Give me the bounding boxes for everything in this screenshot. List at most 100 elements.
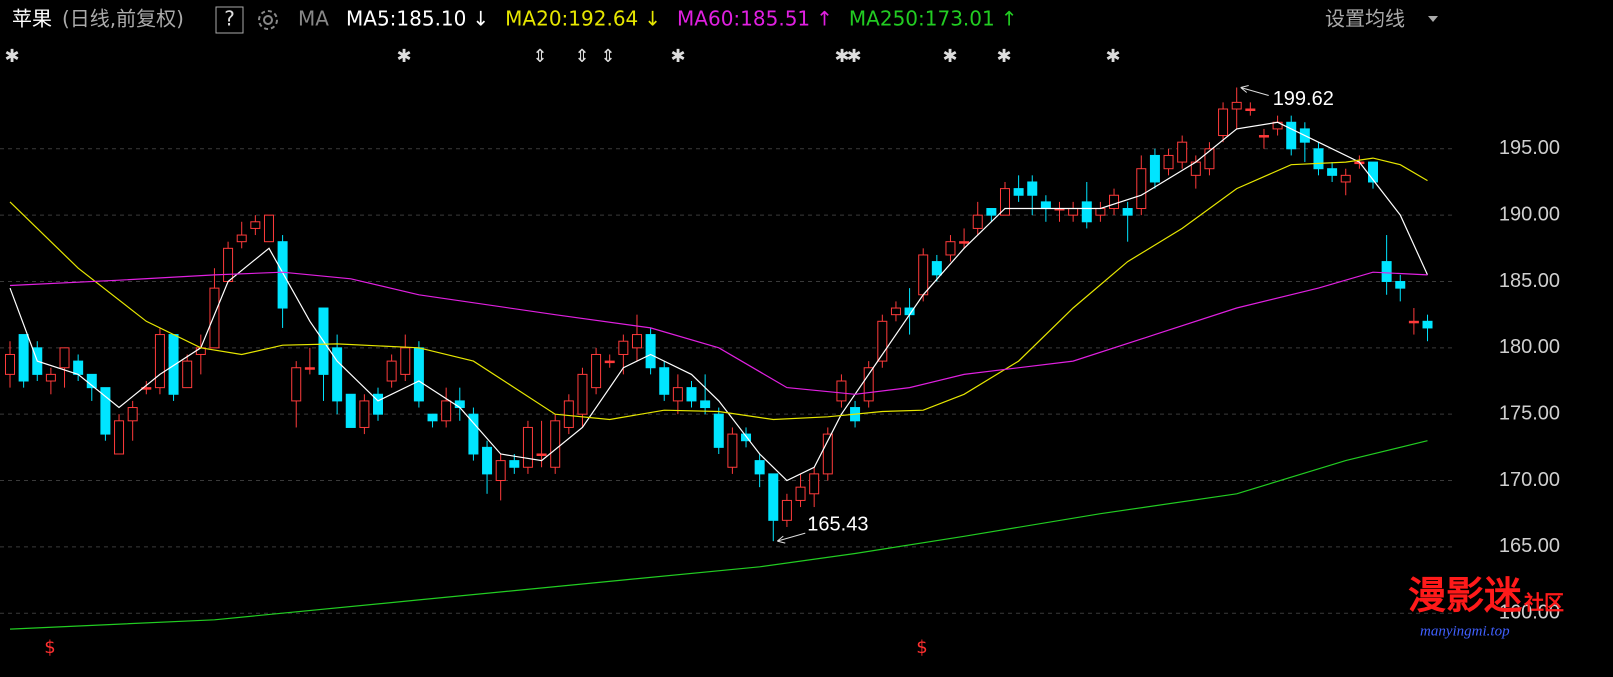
event-marker[interactable]: ✱: [834, 46, 849, 67]
plot: 160.00 165.00 170.00 175.00 180.00 185.00 190.…: [0, 85, 1560, 630]
candle-body: [59, 347, 70, 369]
candle-body: [686, 387, 697, 402]
candle-body: [18, 334, 29, 382]
candle-body: [999, 188, 1010, 216]
event-marker[interactable]: ✱: [942, 46, 957, 67]
candle-body: [114, 420, 125, 455]
candle-body: [645, 334, 656, 369]
candle-body: [890, 307, 901, 316]
watermark-small: 社区: [1523, 591, 1564, 615]
legend-entry: MA60:185.51: [677, 7, 810, 31]
candle-body: [795, 486, 806, 501]
candle-body: [672, 387, 683, 402]
candle-body: [877, 320, 888, 362]
candle-body: [1095, 208, 1106, 216]
candle-body: [263, 214, 274, 243]
candle-body: [1381, 261, 1392, 282]
watermark: 漫影迷 社区 manyingmi.top: [1408, 574, 1564, 640]
candle-body: [1368, 161, 1378, 183]
candle-body: [754, 460, 765, 475]
candle-body: [836, 380, 847, 402]
dropdown-arrow[interactable]: [1428, 16, 1438, 22]
y-tick-label: 190.00: [1499, 203, 1560, 225]
annotation-arrow: [776, 532, 806, 544]
candle-body: [563, 400, 574, 428]
high-annotation: 199.62: [1273, 88, 1334, 110]
candle-body: [727, 433, 738, 468]
candle-body: [304, 367, 315, 370]
candle-body: [345, 393, 356, 428]
candle-body: [768, 473, 779, 521]
candle-body: [550, 420, 561, 468]
candle-body: [5, 353, 15, 375]
event-marker[interactable]: ⇕: [574, 46, 589, 67]
candle-body: [291, 367, 302, 402]
ma-line: [9, 440, 1428, 630]
candle-body: [1340, 174, 1351, 183]
candle-body: [332, 347, 343, 402]
candle-body: [618, 340, 629, 355]
candle-body: [1040, 201, 1051, 210]
candle-body: [100, 387, 111, 435]
candle-body: [236, 234, 247, 243]
candle-body: [1122, 208, 1133, 216]
candle-body: [1231, 101, 1242, 110]
candle-body: [1245, 108, 1256, 111]
candle-body: [1395, 280, 1406, 289]
candle-body: [1013, 188, 1024, 196]
candle-body: [168, 334, 179, 395]
event-marker[interactable]: ✱: [846, 46, 861, 67]
y-tick-label: 180.00: [1499, 336, 1560, 358]
candle-body: [127, 407, 138, 422]
candle-body: [809, 473, 820, 495]
event-marker[interactable]: ✱: [996, 46, 1011, 67]
candle-body: [986, 208, 997, 216]
candle-body: [713, 413, 724, 448]
candle-body: [1149, 154, 1160, 183]
event-marker[interactable]: ✱: [396, 46, 411, 67]
stock-subtitle: (日线,前复权): [62, 7, 184, 31]
candle-body: [1136, 168, 1147, 210]
legend-trend: ↓: [644, 7, 661, 31]
gear-icon[interactable]: [258, 10, 278, 30]
watermark-url: manyingmi.top: [1420, 623, 1510, 639]
candle-body: [400, 347, 411, 375]
legend-entry: MA20:192.64: [505, 7, 638, 31]
dividend-marker[interactable]: $: [44, 637, 55, 658]
candle-body: [182, 360, 193, 389]
candle-body: [822, 433, 833, 475]
ma-line: [9, 271, 1428, 395]
settings[interactable]: 设置均线: [1325, 7, 1405, 31]
dividend-marker[interactable]: $: [916, 637, 927, 658]
candle-body: [781, 499, 792, 521]
event-marker[interactable]: ⇕: [532, 46, 547, 67]
candle-body: [931, 261, 942, 276]
candle-body: [373, 393, 384, 415]
candle-body: [959, 241, 970, 244]
event-marker[interactable]: ✱: [4, 46, 19, 67]
ma-line: [9, 121, 1429, 482]
candle-body: [45, 373, 56, 382]
y-tick-label: 185.00: [1499, 270, 1560, 292]
y-tick-label: 160.00: [1499, 601, 1560, 623]
help-box[interactable]: [215, 6, 244, 34]
candle-body: [1081, 201, 1092, 223]
legend-trend: ↑: [816, 7, 833, 31]
candle-body: [1068, 208, 1079, 216]
help[interactable]: ?: [224, 7, 235, 31]
candle-body: [972, 214, 983, 229]
annotation-arrow: [1240, 85, 1269, 96]
candle-body: [441, 400, 452, 422]
ma-label: MA: [298, 7, 329, 31]
candle-body: [945, 241, 956, 256]
event-marker[interactable]: ⇕: [600, 46, 615, 67]
candle-body: [1027, 181, 1038, 196]
event-marker[interactable]: ✱: [670, 46, 685, 67]
candle-body: [591, 353, 602, 389]
y-tick-label: 170.00: [1499, 469, 1560, 491]
candle-body: [604, 360, 615, 364]
y-tick-label: 175.00: [1499, 402, 1560, 424]
legend-trend: ↑: [1001, 7, 1018, 31]
candle-body: [1109, 194, 1120, 210]
event-marker[interactable]: ✱: [1105, 46, 1120, 67]
